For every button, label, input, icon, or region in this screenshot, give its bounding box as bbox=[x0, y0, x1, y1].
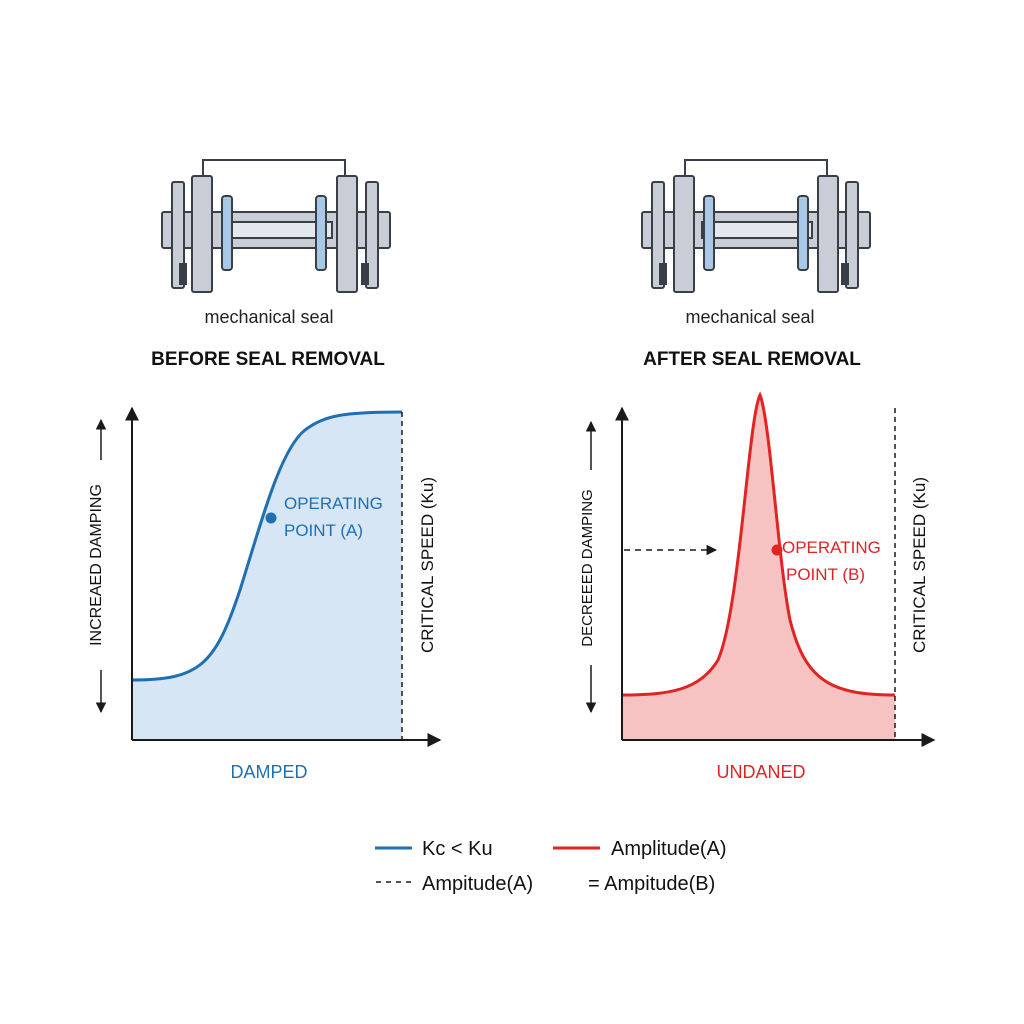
left-y-axis-label: INCREAED DAMPING bbox=[88, 484, 105, 646]
right-seal-assembly-icon bbox=[641, 159, 871, 293]
right-y-axis-label: DECREEED DAMPING bbox=[579, 489, 596, 647]
right-chart: DECREEED DAMPING CRITICAL SPEED (Ku) OPE… bbox=[579, 391, 936, 782]
left-operating-point bbox=[265, 512, 277, 524]
legend-item-4: = Ampitude(B) bbox=[588, 873, 715, 895]
legend-item-3: Ampitude(A) bbox=[422, 873, 533, 895]
legend-item-1: Kc < Ku bbox=[422, 838, 493, 860]
right-critical-speed-label: CRITICAL SPEED (Ku) bbox=[910, 477, 929, 653]
right-curve bbox=[621, 391, 896, 697]
right-operating-point bbox=[771, 544, 783, 556]
left-caption: DAMPED bbox=[230, 762, 307, 782]
legend-item-2: Amplitude(A) bbox=[611, 838, 727, 860]
right-point-label-line1: OPERATING bbox=[782, 538, 881, 557]
left-critical-speed-label: CRITICAL SPEED (Ku) bbox=[418, 477, 437, 653]
left-chart: INCREAED DAMPING CRITICAL SPEED (Ku) OPE… bbox=[88, 406, 442, 782]
left-curve bbox=[131, 410, 403, 682]
legend: Kc < Ku Amplitude(A) Ampitude(A) = Ampit… bbox=[375, 838, 727, 895]
left-point-label-line1: OPERATING bbox=[284, 494, 383, 513]
right-point-label-line2: POINT (B) bbox=[786, 565, 865, 584]
right-caption: UNDANED bbox=[716, 762, 805, 782]
right-area-fill bbox=[622, 395, 895, 740]
left-point-label-line2: POINT (A) bbox=[284, 521, 363, 540]
right-component-label: mechanical seal bbox=[685, 307, 814, 327]
left-heading: BEFORE SEAL REMOVAL bbox=[151, 349, 385, 370]
left-area-fill bbox=[132, 412, 402, 740]
left-component-label: mechanical seal bbox=[204, 307, 333, 327]
left-seal-assembly-icon bbox=[161, 159, 391, 293]
right-heading: AFTER SEAL REMOVAL bbox=[643, 349, 861, 370]
